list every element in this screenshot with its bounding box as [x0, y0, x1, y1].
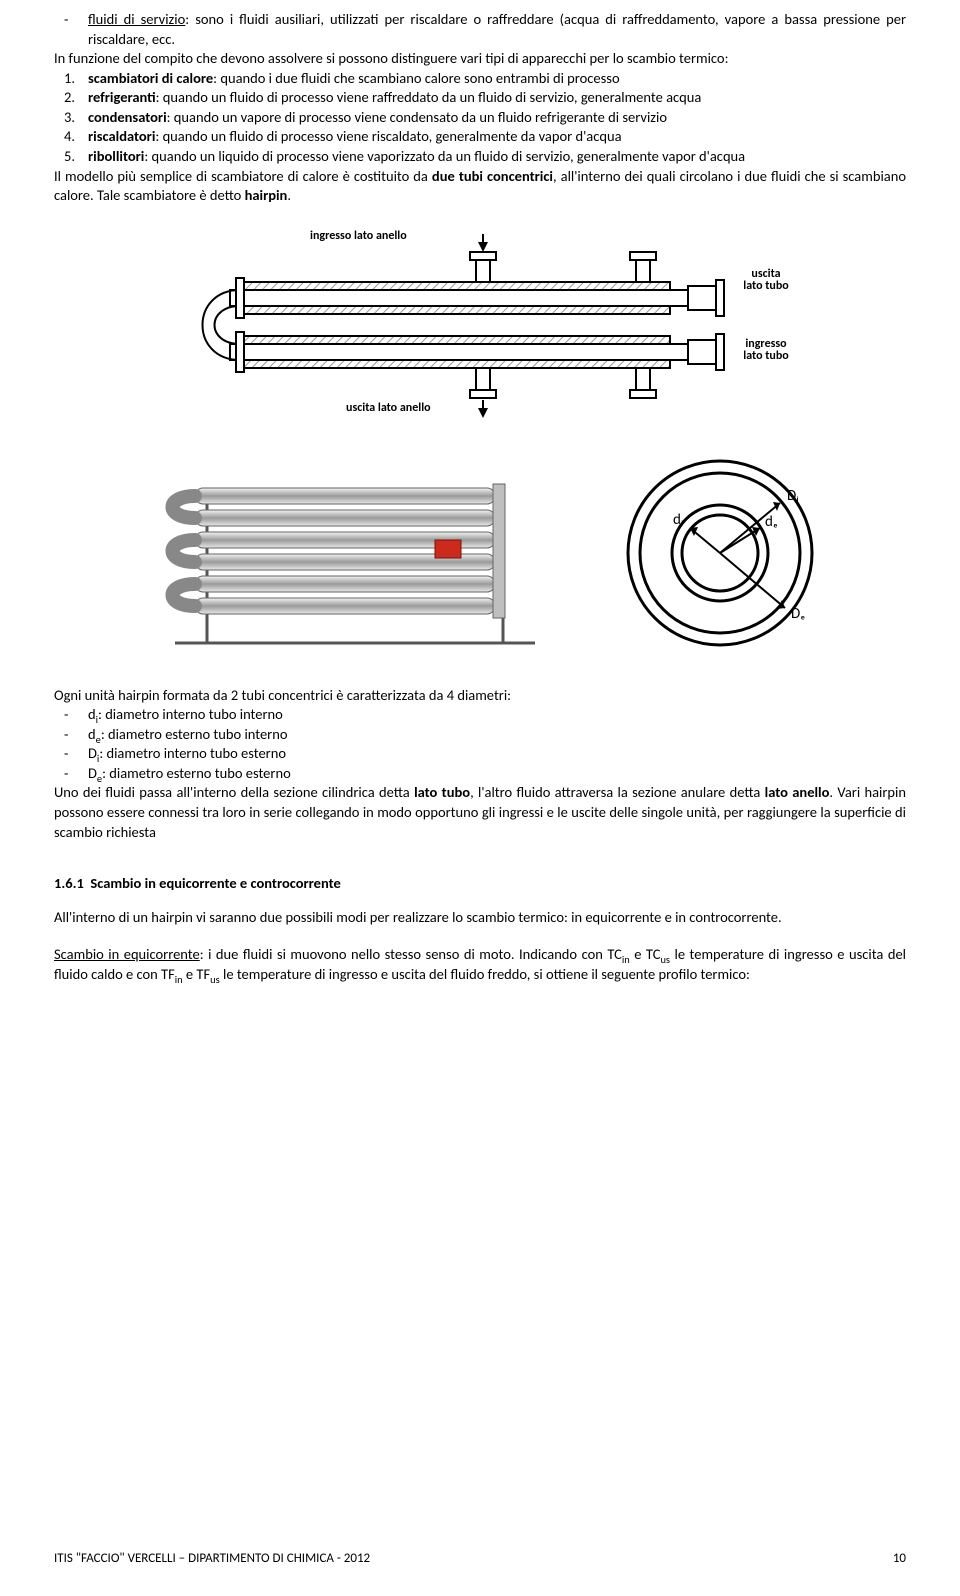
label-uscita-anello: uscita lato anello — [346, 402, 431, 415]
list-bold: ribollitori — [88, 147, 144, 165]
intro-line: In funzione del compito che devono assol… — [54, 49, 906, 69]
diam-item-2: - de: diametro esterno tubo interno — [54, 725, 906, 745]
figure-hairpin-schematic: ingresso lato anello uscitalato tubo ing… — [160, 230, 800, 420]
list-text: : quando un fluido di processo viene ris… — [155, 127, 621, 145]
list-item-4: 4. riscaldatori: quando un fluido di pro… — [54, 127, 906, 147]
list-item-3: 3. condensatori: quando un vapore di pro… — [54, 108, 906, 128]
list-text: : quando i due fluidi che scambiano calo… — [213, 69, 619, 87]
label-di: dᵢ — [673, 511, 683, 529]
bullet-dash: - — [54, 10, 88, 49]
label-uscita-tubo: uscitalato tubo — [736, 268, 796, 293]
label-ingresso-tubo: ingressolato tubo — [736, 338, 796, 363]
list-num: 3. — [54, 108, 88, 128]
label-Di: Dᵢ — [787, 487, 799, 505]
section-heading: 1.6.1 Scambio in equicorrente e controco… — [54, 874, 906, 894]
bullet-text: fluidi di servizio: sono i fluidi ausili… — [88, 10, 906, 49]
list-item-5: 5. ribollitori: quando un liquido di pro… — [54, 147, 906, 167]
list-item-1: 1. scambiatori di calore: quando i due f… — [54, 69, 906, 89]
list-num: 1. — [54, 69, 88, 89]
diam-item-1: - di: diametro interno tubo interno — [54, 705, 906, 725]
footer-left: ITIS "FACCIO" VERCELLI – DIPARTIMENTO DI… — [54, 1550, 370, 1568]
list-text: : quando un liquido di processo viene va… — [144, 147, 745, 165]
list-num: 2. — [54, 88, 88, 108]
figures-block: ingresso lato anello uscitalato tubo ing… — [54, 230, 906, 658]
diam-item-3: - Di: diametro interno tubo esterno — [54, 744, 906, 764]
diam-item-4: - De: diametro esterno tubo esterno — [54, 764, 906, 784]
list-item-2: 2. refrigeranti: quando un fluido di pro… — [54, 88, 906, 108]
list-num: 5. — [54, 147, 88, 167]
list-bold: scambiatori di calore — [88, 69, 213, 87]
label-de: dₑ — [765, 513, 778, 531]
figure-hairpin-photo — [135, 448, 555, 658]
para-scambio-equicorrente: Scambio in equicorrente: i due fluidi si… — [54, 945, 906, 984]
list-num: 4. — [54, 127, 88, 147]
page-footer: ITIS "FACCIO" VERCELLI – DIPARTIMENTO DI… — [54, 1550, 906, 1568]
label-De: Dₑ — [791, 605, 805, 623]
para-diametri-intro: Ogni unità hairpin formata da 2 tubi con… — [54, 686, 906, 706]
list-text: : quando un fluido di processo viene raf… — [156, 88, 702, 106]
label-ingresso-anello: ingresso lato anello — [310, 230, 407, 243]
list-bold: condensatori — [88, 108, 167, 126]
para-equi-contro: All'interno di un hairpin vi saranno due… — [54, 908, 906, 928]
bullet-rest: : sono i fluidi ausiliari, utilizzati pe… — [88, 10, 906, 48]
list-bold: refrigeranti — [88, 88, 156, 106]
footer-page-number: 10 — [893, 1550, 906, 1568]
bullet-lead: fluidi di servizio — [88, 10, 185, 28]
para-hairpin: Il modello più semplice di scambiatore d… — [54, 167, 906, 206]
para-lato-tubo-anello: Uno dei fluidi passa all'interno della s… — [54, 783, 906, 842]
list-bold: riscaldatori — [88, 127, 155, 145]
figure-cross-section: Dᵢ dₑ dᵢ Dₑ — [615, 448, 825, 658]
bullet-fluidi-servizio: - fluidi di servizio: sono i fluidi ausi… — [54, 10, 906, 49]
list-text: : quando un vapore di processo viene con… — [167, 108, 667, 126]
